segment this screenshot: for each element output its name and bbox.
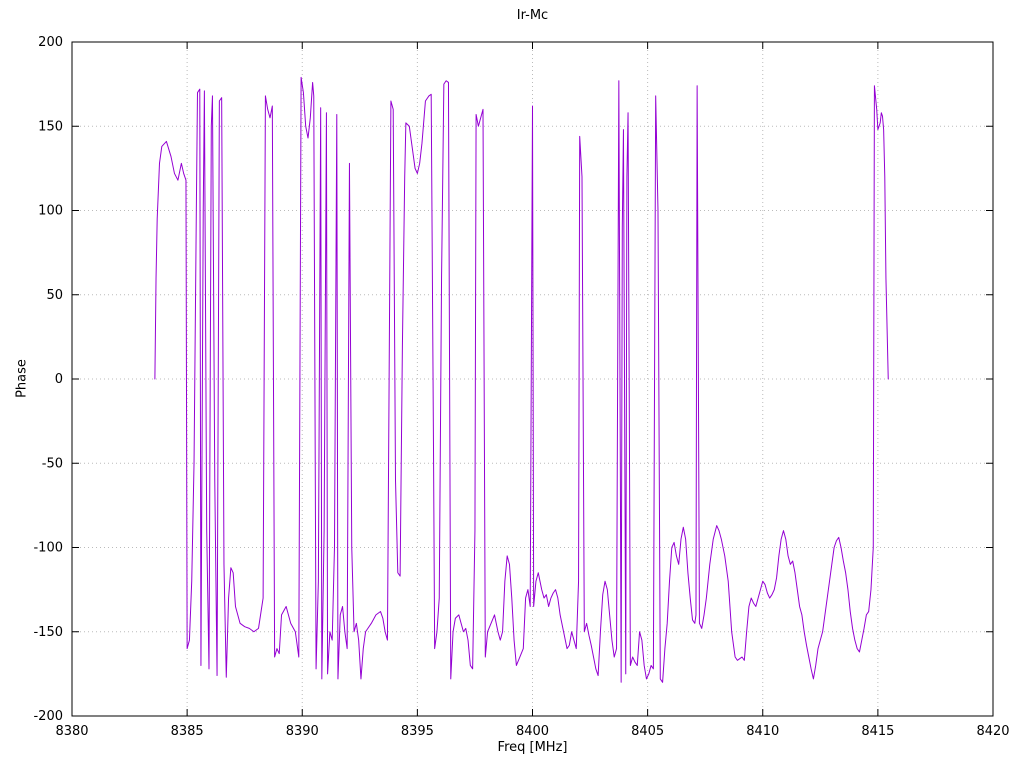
x-tick-label: 8380 bbox=[55, 724, 88, 739]
x-tick-label: 8385 bbox=[171, 724, 204, 739]
y-tick-label: -100 bbox=[33, 541, 63, 556]
y-tick-label: -150 bbox=[33, 625, 63, 640]
chart-title: Ir-Mc bbox=[516, 8, 549, 23]
x-tick-label: 8400 bbox=[516, 724, 549, 739]
x-tick-label: 8395 bbox=[401, 724, 434, 739]
x-tick-label: 8415 bbox=[861, 724, 894, 739]
y-tick-label: 150 bbox=[38, 119, 63, 134]
x-tick-label: 8390 bbox=[286, 724, 319, 739]
y-tick-label: 200 bbox=[38, 35, 63, 50]
y-tick-label: -200 bbox=[33, 709, 63, 724]
y-tick-label: 50 bbox=[46, 288, 63, 303]
x-tick-label: 8420 bbox=[976, 724, 1009, 739]
y-tick-label: 0 bbox=[55, 372, 63, 387]
y-tick-label: -50 bbox=[42, 456, 63, 471]
x-tick-label: 8405 bbox=[631, 724, 664, 739]
x-tick-label: 8410 bbox=[746, 724, 779, 739]
phase-trace bbox=[154, 76, 889, 683]
y-tick-label: 100 bbox=[38, 204, 63, 219]
x-axis-label: Freq [MHz] bbox=[497, 740, 568, 755]
